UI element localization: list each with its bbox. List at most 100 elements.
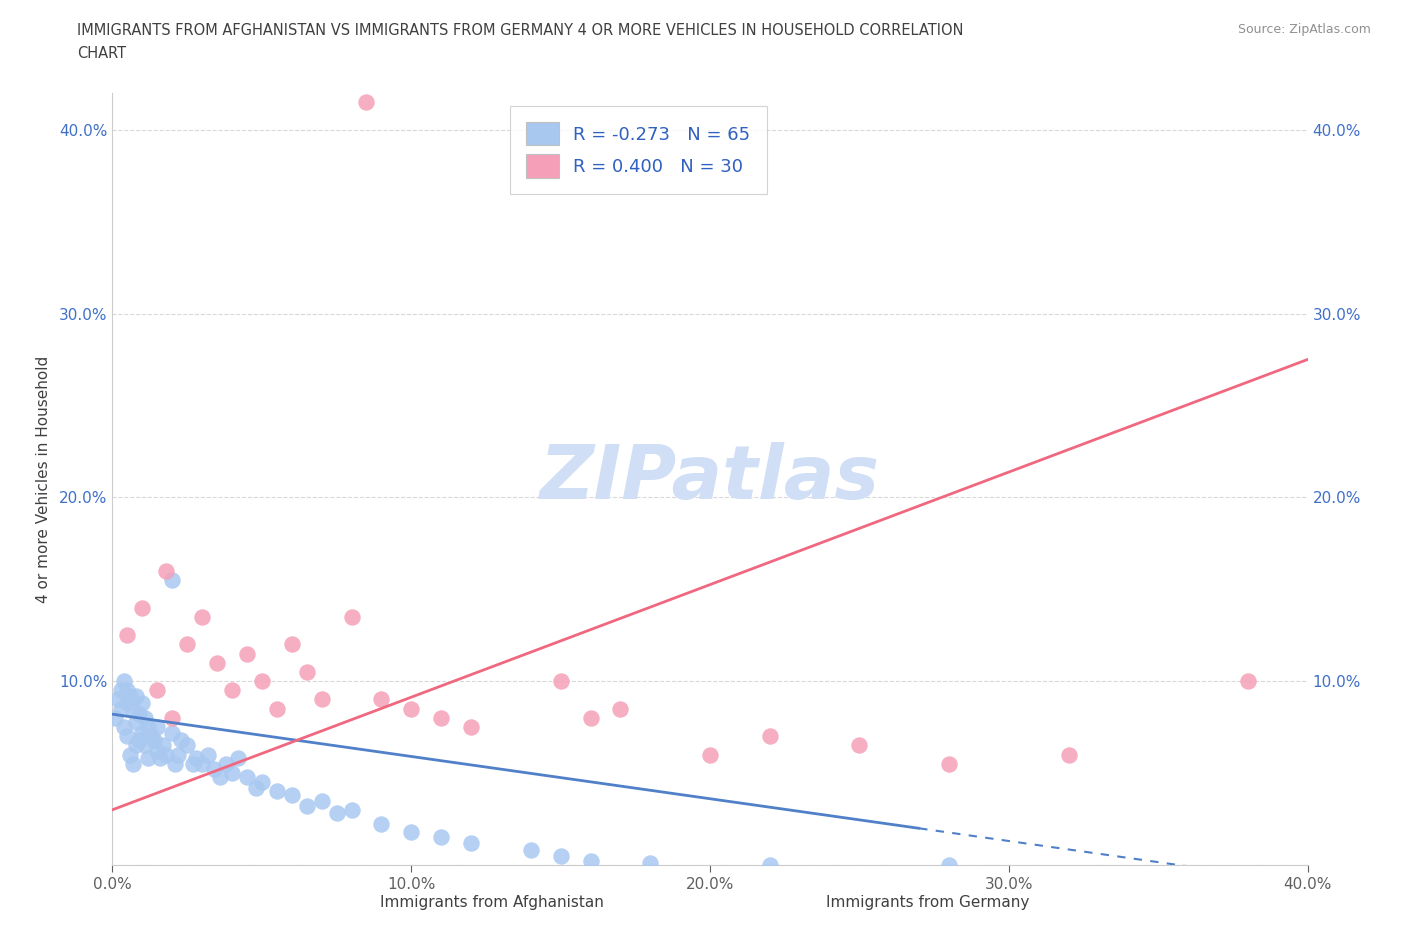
Point [110,683,132,698]
Point [699,747,721,762]
Point [215,756,238,771]
Point [146,720,169,735]
Point [176,738,198,753]
Point [266,701,288,716]
Point [370,692,392,707]
Point [125,738,148,753]
Point [221,683,243,698]
Point [114,673,135,688]
Point [236,769,259,784]
Point [848,738,870,753]
Point [197,747,219,762]
Point [1057,747,1080,762]
Point [311,793,333,808]
Point [107,692,129,707]
Point [134,711,156,725]
Point [117,696,139,711]
Point [579,711,602,725]
Point [131,600,153,615]
Point [170,733,193,748]
Point [340,609,363,624]
Point [138,751,160,765]
Point [146,683,169,698]
Point [245,780,267,795]
Point [938,857,960,872]
Point [609,701,631,716]
Point [202,762,225,777]
Point [131,725,153,740]
Point [104,711,127,725]
Point [401,701,423,716]
Point [295,665,318,680]
Point [146,743,169,758]
Point [430,711,453,725]
Point [221,765,243,780]
Point [1237,673,1260,688]
Point [759,729,782,744]
Point [209,769,232,784]
Point [579,854,602,869]
Point [520,843,543,857]
Point [236,646,259,661]
Point [138,720,160,735]
Point [640,856,662,870]
Point [122,701,145,716]
Point [191,609,214,624]
Point [122,756,145,771]
Point [281,788,304,803]
Text: Source: ZipAtlas.com: Source: ZipAtlas.com [1237,23,1371,36]
Text: Immigrants from Afghanistan: Immigrants from Afghanistan [380,895,605,910]
Point [550,673,572,688]
Point [205,656,228,671]
Point [460,835,482,850]
Point [149,751,172,765]
Point [186,751,208,765]
Point [325,806,347,821]
Point [152,738,174,753]
Point [340,803,363,817]
Point [430,830,453,844]
Point [938,756,960,771]
Point [266,784,288,799]
Point [114,720,135,735]
Point [155,564,177,578]
Point [143,733,166,748]
Point [117,628,139,643]
Point [281,637,304,652]
Point [181,756,204,771]
Point [550,848,572,863]
Point [120,688,142,703]
Point [162,725,183,740]
Point [134,738,156,753]
Point [356,95,378,110]
Text: ZIPatlas: ZIPatlas [540,443,880,515]
Point [162,711,183,725]
Text: CHART: CHART [77,46,127,61]
Legend: R = -0.273   N = 65, R = 0.400   N = 30: R = -0.273 N = 65, R = 0.400 N = 30 [510,106,766,193]
Point [162,573,183,588]
Point [250,673,273,688]
Point [176,637,198,652]
Point [250,775,273,790]
Point [117,729,139,744]
Point [759,857,782,872]
Point [165,756,187,771]
Point [167,747,190,762]
Point [155,747,177,762]
Point [141,729,163,744]
Text: IMMIGRANTS FROM AFGHANISTAN VS IMMIGRANTS FROM GERMANY 4 OR MORE VEHICLES IN HOU: IMMIGRANTS FROM AFGHANISTAN VS IMMIGRANT… [77,23,965,38]
Point [460,720,482,735]
Point [120,747,142,762]
Text: Immigrants from Germany: Immigrants from Germany [827,895,1029,910]
Point [131,696,153,711]
Point [125,714,148,729]
Point [295,799,318,814]
Point [117,683,139,698]
Point [311,692,333,707]
Point [128,733,150,748]
Point [401,824,423,839]
Y-axis label: 4 or more Vehicles in Household: 4 or more Vehicles in Household [35,355,51,603]
Point [191,756,214,771]
Point [128,707,150,722]
Point [226,751,249,765]
